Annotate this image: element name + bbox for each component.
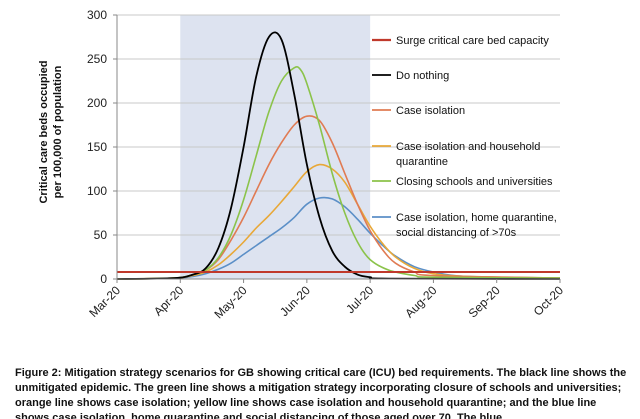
y-tick-label-250: 250 bbox=[87, 52, 107, 66]
legend-label-case-isolation-home-quarantine-social-distancing-of-70s-line-2: social distancing of >70s bbox=[396, 227, 517, 239]
legend: Surge critical care bed capacity Do nothi… bbox=[372, 35, 557, 239]
legend-label-case-isolation-home-quarantine-social-distancing-of-70s: Case isolation, home quarantine, bbox=[396, 212, 557, 224]
series-line-case-isolation-and-household-quarantine bbox=[116, 163, 561, 280]
series-line-closing-schools-and-universities bbox=[116, 66, 561, 280]
figure-caption: Figure 2: Mitigation strategy scenarios … bbox=[15, 367, 627, 419]
legend-label-do-nothing: Do nothing bbox=[396, 70, 449, 82]
legend-item-case-isolation: Case isolation bbox=[372, 105, 465, 117]
y-tick-label-0: 0 bbox=[100, 272, 107, 286]
y-gridlines bbox=[117, 14, 560, 236]
y-tick-label-100: 100 bbox=[87, 184, 107, 198]
legend-label-surge-critical-care-bed-capacity: Surge critical care bed capacity bbox=[396, 35, 549, 47]
y-tick-label-200: 200 bbox=[87, 96, 107, 110]
y-tick-label-50: 50 bbox=[94, 228, 108, 242]
legend-label-case-isolation: Case isolation bbox=[396, 105, 465, 117]
y-tick-label-150: 150 bbox=[87, 140, 107, 154]
series-lines bbox=[116, 31, 561, 280]
legend-item-do-nothing: Do nothing bbox=[372, 70, 449, 82]
legend-label-closing-schools-and-universities: Closing schools and universities bbox=[396, 176, 553, 188]
y-tick-labels: 0 50 100 150 200 250 300 bbox=[87, 8, 107, 286]
legend-item-case-isolation-home-quarantine-social-distancing-of-70s: Case isolation, home quarantine, social d… bbox=[372, 212, 557, 239]
legend-item-surge-critical-care-bed-capacity: Surge critical care bed capacity bbox=[372, 35, 549, 47]
y-tick-label-300: 300 bbox=[87, 8, 107, 22]
series-line-case-isolation-home-quarantine-social-distancing-of-70s bbox=[116, 196, 561, 280]
legend-label-case-isolation-and-household-quarantine-line-2: quarantine bbox=[396, 156, 448, 168]
y-axis-label-line-1: Critical care beds occupied bbox=[38, 60, 50, 203]
legend-item-closing-schools-and-universities: Closing schools and universities bbox=[372, 176, 553, 188]
axes bbox=[113, 14, 561, 283]
legend-label-case-isolation-and-household-quarantine: Case isolation and household bbox=[396, 141, 540, 153]
series-line-do-nothing bbox=[116, 31, 561, 280]
legend-item-case-isolation-and-household-quarantine: Case isolation and household quarantine bbox=[372, 141, 540, 168]
y-axis-label-line-2: per 100,000 of population bbox=[52, 65, 64, 198]
